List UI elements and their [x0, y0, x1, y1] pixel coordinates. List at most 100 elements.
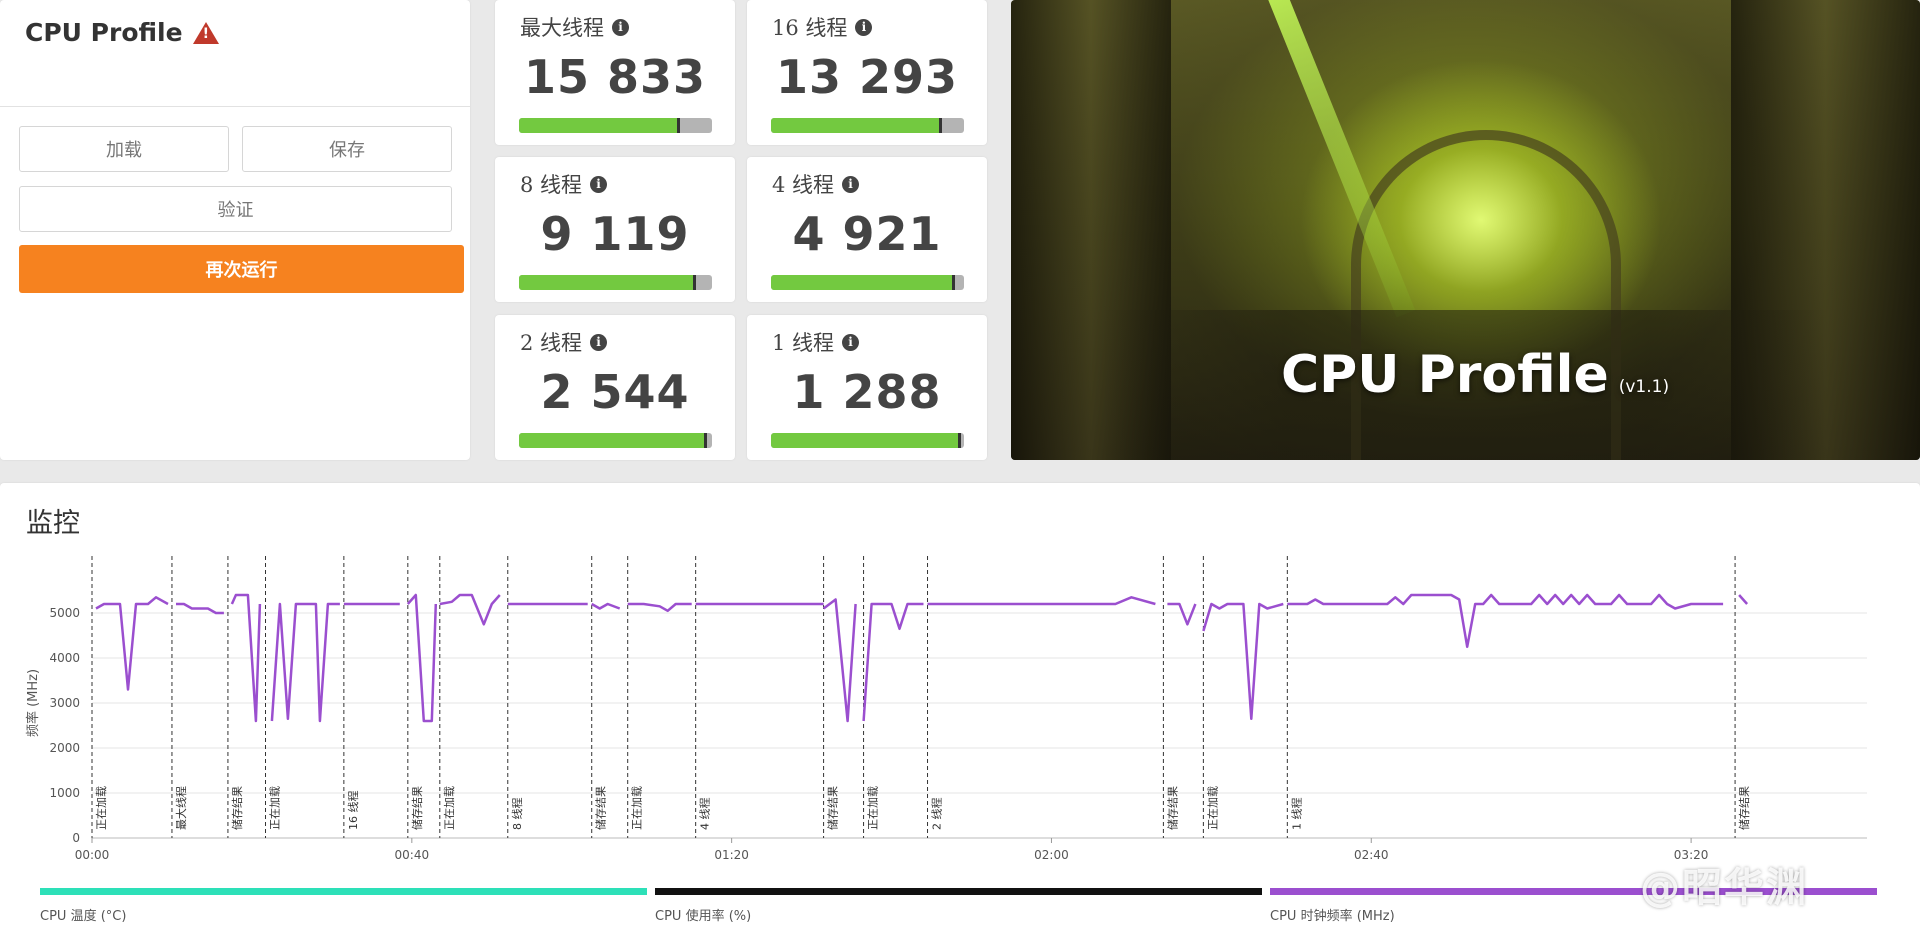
score-bar-marker	[677, 118, 681, 133]
x-tick-label: 01:20	[714, 848, 749, 862]
clock-frequency-line	[1202, 602, 1284, 721]
score-value: 15 833	[523, 50, 707, 104]
control-panel: CPU Profile ! 加载 保存 验证 再次运行	[0, 0, 470, 460]
clock-frequency-line	[1287, 593, 1724, 649]
legend-item-usage[interactable]: CPU 使用率 (%)	[655, 888, 1262, 948]
score-label-row: 最大线程 i	[520, 12, 629, 42]
info-icon[interactable]: i	[842, 333, 860, 351]
legend-label: CPU 温度 (°C)	[40, 909, 127, 924]
clock-frequency-line	[406, 593, 438, 723]
score-label-row: 2 线程 i	[520, 327, 608, 357]
score-label-row: 8 线程 i	[520, 169, 608, 199]
score-label: 1 线程	[772, 331, 835, 355]
phase-marker-label: 储存结果	[1737, 786, 1751, 830]
score-bar	[771, 433, 964, 448]
phase-marker-label: 8 线程	[510, 798, 524, 831]
info-icon[interactable]: i	[590, 333, 608, 351]
info-icon[interactable]: i	[855, 18, 873, 36]
clock-frequency-line	[95, 596, 169, 691]
score-bar	[519, 118, 712, 133]
phase-marker-label: 储存结果	[230, 786, 244, 830]
clock-frequency-line	[627, 602, 692, 613]
info-icon[interactable]: i	[842, 175, 860, 193]
score-value: 4 921	[792, 207, 942, 261]
phase-marker-label: 储存结果	[410, 786, 424, 830]
warning-triangle-icon[interactable]: !	[192, 21, 219, 44]
score-label-row: 16 线程 i	[772, 12, 873, 42]
clock-frequency-line	[439, 593, 501, 626]
score-label: 最大线程	[520, 16, 604, 40]
score-bar-marker	[938, 118, 942, 133]
hero-title: CPU Profile (v1.1)	[1281, 345, 1669, 405]
score-bar-marker	[958, 433, 962, 448]
watermark: @昭华渊	[1640, 865, 1808, 911]
hero-light-beam	[1261, 0, 1416, 318]
score-card-max-threads: 最大线程 i 15 833	[495, 0, 735, 145]
score-card-16-threads: 16 线程 i 13 293	[747, 0, 987, 145]
score-label: 8 线程	[520, 173, 583, 197]
phase-marker-label: 正在加载	[631, 786, 644, 830]
legend-swatch	[655, 888, 1262, 895]
info-icon[interactable]: i	[590, 175, 608, 193]
score-bar-fill	[771, 118, 941, 133]
y-tick-label: 3000	[49, 696, 80, 710]
legend-item-temperature[interactable]: CPU 温度 (°C)	[40, 888, 647, 948]
run-again-button[interactable]: 再次运行	[19, 245, 464, 293]
legend-item-clock[interactable]: CPU 时钟频率 (MHz)	[1270, 888, 1877, 948]
benchmark-hero-image: CPU Profile (v1.1)	[1011, 0, 1920, 460]
phase-marker-label: 正在加载	[443, 786, 456, 830]
score-card-1-thread: 1 线程 i 1 288	[747, 315, 987, 460]
score-label-row: 1 线程 i	[772, 327, 860, 357]
x-tick-label: 02:00	[1034, 848, 1069, 862]
y-tick-label: 2000	[49, 741, 80, 755]
clock-frequency-line	[822, 598, 857, 723]
clock-frequency-line	[927, 596, 1156, 606]
y-axis-label: 频率 (MHz)	[25, 669, 41, 737]
divider	[0, 106, 470, 107]
phase-marker-label: 4 线程	[698, 798, 712, 831]
score-value: 13 293	[775, 50, 959, 104]
score-bar-fill	[519, 118, 680, 133]
legend-swatch	[1270, 888, 1877, 895]
load-button[interactable]: 加载	[19, 126, 229, 172]
phase-marker-label: 正在加载	[95, 786, 108, 830]
frequency-chart: 0 1000 2000 3000 4000 5000 频率 (MHz) 00:00 00:40 0…	[25, 556, 1867, 862]
phase-marker-label: 储存结果	[1165, 786, 1179, 830]
y-tick-label: 5000	[49, 606, 80, 620]
score-bar-marker	[704, 433, 708, 448]
clock-frequency-line	[270, 602, 340, 723]
hero-arch	[1351, 130, 1621, 460]
phase-marker-label: 正在加载	[1206, 786, 1219, 830]
score-label: 16 线程	[772, 16, 848, 40]
info-icon[interactable]: i	[612, 18, 629, 36]
score-bar	[519, 433, 712, 448]
monitor-panel: 监控 0 1000 2000 3000 4000 5000 频率 (MHz) 00:00 00:…	[0, 483, 1920, 951]
benchmark-title-text: CPU Profile	[25, 18, 183, 47]
score-bar	[771, 118, 964, 133]
clock-frequency-line	[1738, 594, 1749, 605]
score-bar-fill	[771, 433, 961, 448]
phase-marker-label: 16 线程	[346, 791, 360, 831]
score-bar-fill	[519, 433, 707, 448]
phase-marker-label: 最大线程	[174, 786, 188, 830]
y-tick-label: 4000	[49, 651, 80, 665]
phase-marker-label: 正在加载	[867, 786, 880, 830]
score-label-row: 4 线程 i	[772, 169, 860, 199]
x-tick-label: 00:00	[75, 848, 110, 862]
verify-button[interactable]: 验证	[19, 186, 452, 232]
score-bar-marker	[692, 275, 696, 290]
score-card-2-threads: 2 线程 i 2 544	[495, 315, 735, 460]
score-bar-fill	[771, 275, 955, 290]
score-bar	[519, 275, 712, 290]
phase-marker-label: 储存结果	[826, 786, 840, 830]
score-value: 2 544	[540, 365, 690, 419]
hero-version: (v1.1)	[1618, 377, 1670, 397]
score-value: 1 288	[792, 365, 942, 419]
hero-title-text: CPU Profile	[1281, 345, 1609, 405]
save-button[interactable]: 保存	[242, 126, 452, 172]
phase-marker-label: 正在加载	[269, 786, 282, 830]
phase-marker-label: 储存结果	[594, 786, 608, 830]
y-tick-label: 1000	[49, 786, 80, 800]
clock-frequency-line	[862, 602, 924, 722]
x-tick-label: 00:40	[395, 848, 430, 862]
